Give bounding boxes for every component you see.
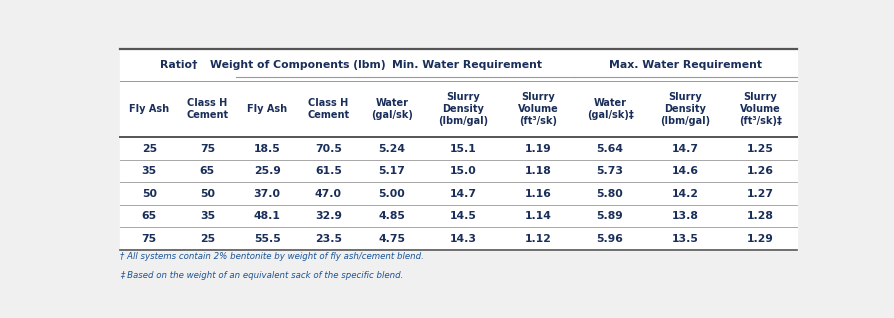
Text: 4.75: 4.75: [378, 234, 405, 244]
Text: 5.89: 5.89: [596, 211, 623, 221]
Text: 1.26: 1.26: [746, 166, 773, 176]
Text: Water
(gal/sk): Water (gal/sk): [370, 98, 412, 120]
Text: 14.6: 14.6: [670, 166, 697, 176]
Text: 1.27: 1.27: [746, 189, 773, 199]
Text: Fly Ash: Fly Ash: [129, 104, 169, 114]
Text: Fly Ash: Fly Ash: [247, 104, 287, 114]
Text: 50: 50: [199, 189, 215, 199]
Text: 25: 25: [141, 144, 156, 154]
Text: 32.9: 32.9: [315, 211, 342, 221]
Text: 75: 75: [199, 144, 215, 154]
Text: Class H
Cement: Class H Cement: [307, 98, 350, 120]
Text: 1.18: 1.18: [525, 166, 551, 176]
Text: Min. Water Requirement: Min. Water Requirement: [392, 60, 541, 70]
Text: 25.9: 25.9: [253, 166, 280, 176]
Text: 14.7: 14.7: [670, 144, 697, 154]
Text: 1.16: 1.16: [524, 189, 552, 199]
Text: 65: 65: [199, 166, 215, 176]
Text: 5.64: 5.64: [595, 144, 623, 154]
Text: 1.14: 1.14: [524, 211, 552, 221]
Text: 55.5: 55.5: [254, 234, 280, 244]
Text: 1.25: 1.25: [746, 144, 773, 154]
Text: † All systems contain 2% bentonite by weight of fly ash/cement blend.: † All systems contain 2% bentonite by we…: [120, 252, 424, 261]
Text: 15.1: 15.1: [450, 144, 477, 154]
Text: 47.0: 47.0: [315, 189, 342, 199]
Text: 5.17: 5.17: [378, 166, 405, 176]
Text: 1.12: 1.12: [524, 234, 552, 244]
Text: 48.1: 48.1: [253, 211, 280, 221]
Text: 14.5: 14.5: [450, 211, 477, 221]
Text: 5.73: 5.73: [595, 166, 623, 176]
Text: 15.0: 15.0: [450, 166, 477, 176]
Text: 35: 35: [141, 166, 156, 176]
Text: 70.5: 70.5: [315, 144, 342, 154]
Text: 1.19: 1.19: [525, 144, 551, 154]
Text: 37.0: 37.0: [253, 189, 281, 199]
Text: 35: 35: [199, 211, 215, 221]
Text: 75: 75: [141, 234, 156, 244]
Text: 50: 50: [141, 189, 156, 199]
Text: 65: 65: [141, 211, 156, 221]
Text: 25: 25: [199, 234, 215, 244]
Text: 18.5: 18.5: [254, 144, 280, 154]
Text: Class H
Cement: Class H Cement: [186, 98, 228, 120]
Text: 13.5: 13.5: [670, 234, 697, 244]
Text: 14.3: 14.3: [450, 234, 477, 244]
Text: 5.24: 5.24: [378, 144, 405, 154]
Text: Slurry
Volume
(ft³/sk)‡: Slurry Volume (ft³/sk)‡: [738, 92, 781, 126]
Text: Max. Water Requirement: Max. Water Requirement: [609, 60, 762, 70]
Text: 5.80: 5.80: [596, 189, 623, 199]
Text: 5.00: 5.00: [378, 189, 405, 199]
Text: Slurry
Volume
(ft³/sk): Slurry Volume (ft³/sk): [518, 92, 558, 126]
Text: Ratio†: Ratio†: [159, 60, 197, 70]
Text: 4.85: 4.85: [378, 211, 405, 221]
Text: 23.5: 23.5: [315, 234, 342, 244]
Text: 1.29: 1.29: [746, 234, 773, 244]
Text: 5.96: 5.96: [596, 234, 623, 244]
Text: 13.8: 13.8: [670, 211, 697, 221]
Text: Slurry
Density
(lbm/gal): Slurry Density (lbm/gal): [438, 92, 488, 126]
Text: Slurry
Density
(lbm/gal): Slurry Density (lbm/gal): [659, 92, 709, 126]
Text: 61.5: 61.5: [315, 166, 342, 176]
Text: ‡ Based on the weight of an equivalent sack of the specific blend.: ‡ Based on the weight of an equivalent s…: [120, 271, 403, 280]
Text: Water
(gal/sk)‡: Water (gal/sk)‡: [586, 98, 633, 120]
Text: 1.28: 1.28: [746, 211, 773, 221]
Text: Weight of Components (lbm): Weight of Components (lbm): [210, 60, 385, 70]
Text: 14.2: 14.2: [670, 189, 697, 199]
Text: 14.7: 14.7: [450, 189, 477, 199]
